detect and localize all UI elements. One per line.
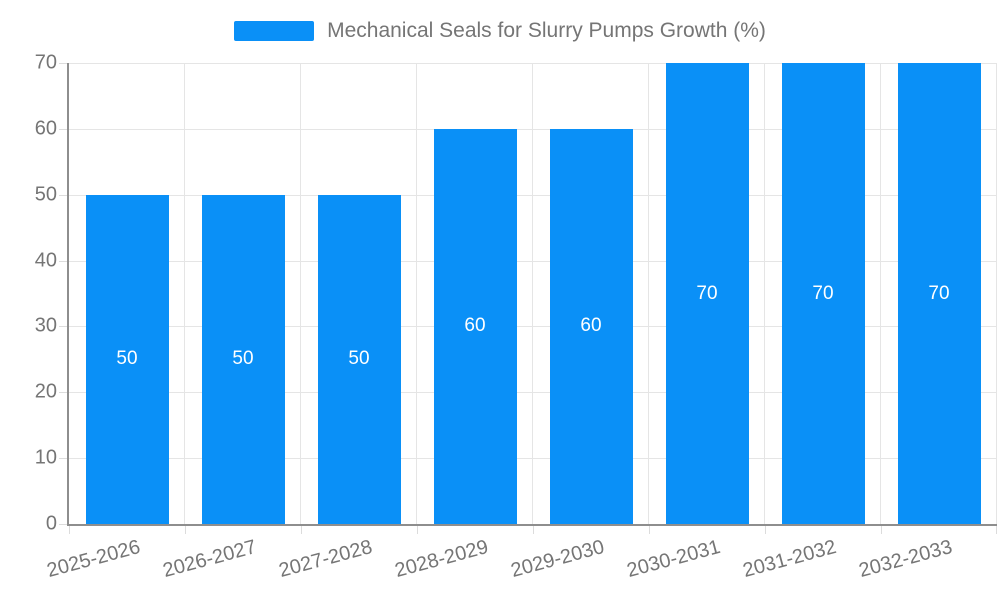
bar[interactable]: 70 <box>665 63 749 524</box>
y-axis-tick <box>59 524 67 525</box>
x-axis-tick <box>69 526 70 534</box>
y-axis-tick <box>59 63 67 64</box>
bar[interactable]: 60 <box>549 128 633 524</box>
x-axis-tick <box>301 526 302 534</box>
h-gridline <box>69 458 997 460</box>
x-axis-tick <box>417 526 418 534</box>
legend-swatch-icon[interactable] <box>234 21 315 41</box>
h-gridline <box>69 392 997 394</box>
bar-value-label: 50 <box>232 348 254 370</box>
h-gridline <box>69 260 997 262</box>
y-axis-label: 60 <box>34 117 57 140</box>
y-axis-label: 70 <box>34 51 57 74</box>
y-axis-label: 0 <box>45 512 57 535</box>
x-axis-tick <box>533 526 534 534</box>
legend-label[interactable]: Mechanical Seals for Slurry Pumps Growth… <box>327 19 766 42</box>
legend[interactable]: Mechanical Seals for Slurry Pumps Growth… <box>0 16 1000 46</box>
y-axis-label: 50 <box>34 183 57 206</box>
v-gridline <box>764 63 765 524</box>
x-axis-tick <box>881 526 882 534</box>
y-axis-label: 30 <box>34 314 57 337</box>
v-gridline <box>184 63 185 524</box>
y-axis-tick <box>59 392 67 394</box>
v-gridline <box>648 63 649 524</box>
bar-value-label: 70 <box>696 282 718 304</box>
y-axis-tick <box>59 458 67 460</box>
bar[interactable]: 70 <box>897 63 981 524</box>
bar[interactable]: 60 <box>433 128 517 524</box>
plot-area: 50 50 50 60 60 70 70 70 0 10 20 30 40 50 60 70 2025-202… <box>35 52 997 582</box>
y-axis-label: 20 <box>34 380 57 403</box>
bar[interactable]: 50 <box>201 194 285 524</box>
bar-value-label: 70 <box>928 282 950 304</box>
y-axis-tick <box>59 194 67 196</box>
v-gridline <box>880 63 881 524</box>
v-gridline <box>300 63 301 524</box>
y-axis-tick <box>59 128 67 130</box>
y-axis-label: 10 <box>34 446 57 469</box>
x-axis-tick <box>649 526 650 534</box>
h-gridline <box>69 326 997 328</box>
h-gridline <box>69 63 997 64</box>
y-axis-tick <box>59 260 67 262</box>
h-gridline <box>69 194 997 196</box>
bar[interactable]: 50 <box>317 194 401 524</box>
bar-value-label: 50 <box>348 348 370 370</box>
h-gridline <box>69 128 997 130</box>
x-axis-tick <box>765 526 766 534</box>
bar-value-label: 50 <box>116 348 138 370</box>
y-axis-label: 40 <box>34 249 57 272</box>
bar-value-label: 60 <box>580 315 602 337</box>
v-gridline <box>416 63 417 524</box>
x-axis-tick <box>185 526 186 534</box>
bar[interactable]: 50 <box>85 194 169 524</box>
v-gridline <box>532 63 533 524</box>
bar-value-label: 70 <box>812 282 834 304</box>
bar[interactable]: 70 <box>781 63 865 524</box>
y-axis-tick <box>59 326 67 328</box>
v-gridline <box>996 63 997 524</box>
bar-value-label: 60 <box>464 315 486 337</box>
x-axis-tick <box>996 526 997 534</box>
